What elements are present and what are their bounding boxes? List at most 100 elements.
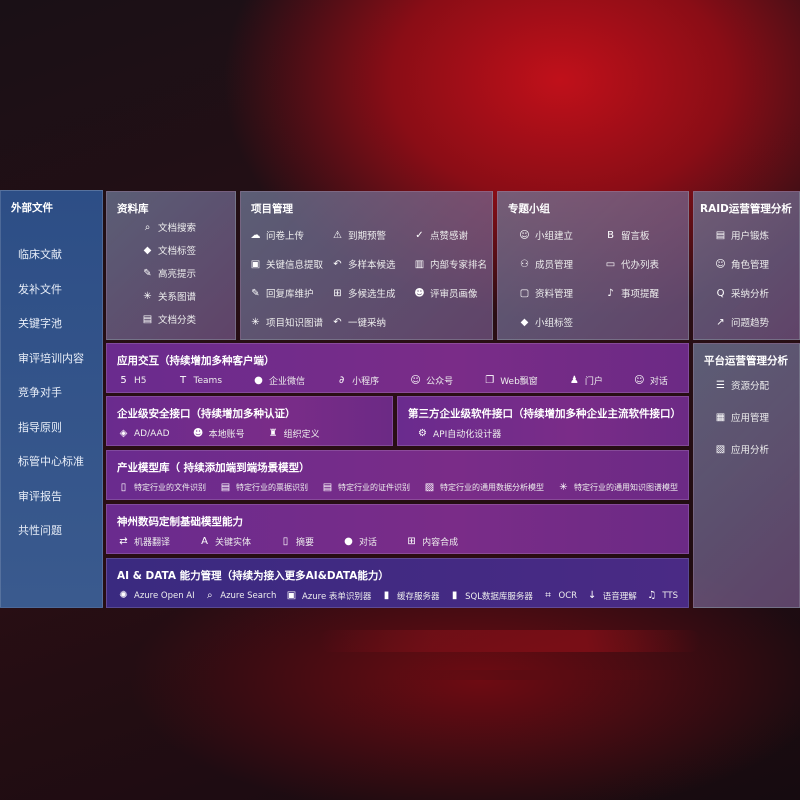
platform-panel: 平台运营管理分析 ☰ 资源分配 ▦ 应用管理 ▧ 应用分析: [693, 343, 800, 608]
item-小组标签[interactable]: ◆ 小组标签: [518, 315, 573, 330]
app-interaction-panel: 应用交互（持续增加多种客户端） 5 H5 T Teams ● 企业微信 ∂ 小程序 ☺ 公众号 ❐ We…: [106, 343, 689, 393]
item-文档标签[interactable]: ◆ 文档标签: [141, 243, 196, 258]
item-用户锻炼[interactable]: ▤ 用户锻炼: [714, 228, 769, 243]
item-AD/AAD[interactable]: ◈ AD/AAD: [117, 427, 170, 440]
external-file-item[interactable]: 竞争对手: [18, 386, 62, 399]
item-应用分析[interactable]: ▧ 应用分析: [714, 442, 769, 457]
item-label: 关系图谱: [158, 292, 197, 303]
doc-icon: ▯: [120, 482, 127, 493]
external-file-item[interactable]: 指导原则: [18, 420, 62, 434]
item-TTS[interactable]: ♫ TTS: [645, 589, 678, 602]
item-成员管理[interactable]: ⚇ 成员管理: [518, 257, 573, 272]
item-特定行业的通用知识图谱模型[interactable]: ✳ 特定行业的通用知识图谱模型: [557, 481, 678, 494]
item-文档分类[interactable]: ▤ 文档分类: [141, 312, 196, 327]
item-关系图谱[interactable]: ✳ 关系图谱: [141, 289, 197, 304]
item-特定行业的证件识别[interactable]: ▤ 特定行业的证件识别: [321, 481, 410, 494]
item-回复库维护[interactable]: ✎ 回复库维护: [249, 286, 313, 301]
item-采纳分析[interactable]: Q 采纳分析: [714, 286, 769, 301]
item-对话[interactable]: ☺ 对话: [633, 374, 668, 387]
item-问卷上传[interactable]: ☁ 问卷上传: [249, 228, 305, 243]
item-语音理解[interactable]: ↓ 语音理解: [586, 589, 637, 602]
item-资料管理[interactable]: ▢ 资料管理: [518, 286, 573, 301]
external-file-item[interactable]: 审评报告: [18, 489, 62, 503]
group-icon: ☺: [410, 375, 421, 386]
item-多候选生成[interactable]: ⊞ 多候选生成: [331, 286, 395, 301]
item-label: Teams: [193, 375, 223, 386]
external-file-item[interactable]: 共性问题: [18, 524, 62, 537]
data-analysis-icon: ▨: [424, 482, 435, 493]
search-icon: ⌕: [206, 590, 213, 601]
topic-group-panel: 专题小组 ☺ 小组建立 B 留言板 ⚇ 成员管理 ▭ 代办列表 ▢ 资料管理 ♪ 事项提醒 ◆ 小组标签: [497, 191, 689, 340]
item-label: 应用管理: [731, 413, 770, 424]
external-file-item[interactable]: 关键字池: [18, 317, 62, 330]
item-代办列表[interactable]: ▭ 代办列表: [604, 257, 659, 272]
item-Azure Open AI[interactable]: ✺ Azure Open AI: [117, 589, 194, 602]
item-内容合成[interactable]: ⊞ 内容合成: [405, 535, 458, 548]
item-SQL数据库服务器[interactable]: ▮ SQL数据库服务器: [448, 589, 533, 602]
item-label: 特定行业的文件识别: [134, 483, 206, 492]
item-label: 点赞感谢: [430, 231, 469, 242]
resource-library-panel: 资料库 ⌕ 文档搜索 ◆ 文档标签 ✎ 高亮提示 ✳ 关系图谱 ▤ 文档分类: [106, 191, 236, 340]
third-party-panel: 第三方企业级软件接口（持续增加多种企业主流软件接口） ⚙ API自动化设计器: [397, 396, 689, 446]
external-file-item[interactable]: 发补文件: [18, 282, 62, 296]
item-应用管理[interactable]: ▦ 应用管理: [714, 410, 770, 425]
item-缓存服务器[interactable]: ▮ 缓存服务器: [380, 589, 440, 602]
item-关键信息提取[interactable]: ▣ 关键信息提取: [249, 257, 323, 272]
item-特定行业的通用数据分析模型[interactable]: ▨ 特定行业的通用数据分析模型: [423, 481, 544, 494]
item-label: H5: [134, 375, 147, 386]
item-label: 语音理解: [602, 591, 637, 602]
item-评审员画像[interactable]: ☻ 评审员画像: [413, 286, 477, 301]
external-file-item[interactable]: 审评培训内容: [18, 351, 84, 365]
item-对话[interactable]: ● 对话: [342, 535, 377, 548]
item-摘要[interactable]: ▯ 摘要: [279, 535, 314, 548]
item-特定行业的票据识别[interactable]: ▤ 特定行业的票据识别: [219, 481, 308, 494]
wechat-icon: ●: [254, 375, 263, 386]
item-机器翻译[interactable]: ⇄ 机器翻译: [117, 535, 170, 548]
reply-icon: ↶: [333, 316, 342, 328]
voice-icon: ↓: [588, 590, 597, 601]
gear-icon: ⚙: [418, 428, 427, 439]
item-问题趋势[interactable]: ↗ 问题趋势: [714, 315, 769, 330]
item-点赞感谢[interactable]: ✓ 点赞感谢: [413, 228, 469, 243]
item-组织定义[interactable]: ♜ 组织定义: [267, 427, 320, 440]
item-label: 小程序: [352, 377, 380, 387]
item-label: SQL数据库服务器: [465, 591, 533, 602]
item-门户[interactable]: ♟ 门户: [568, 374, 603, 387]
item-内部专家排名[interactable]: ▥ 内部专家排名: [413, 257, 487, 272]
item-资源分配[interactable]: ☰ 资源分配: [714, 378, 769, 393]
reply-icon: ↶: [333, 258, 342, 270]
member-add-icon: ⚇: [520, 258, 529, 270]
external-file-item[interactable]: 标管中心标准: [18, 455, 84, 468]
item-公众号[interactable]: ☺ 公众号: [409, 374, 453, 387]
item-文档搜索[interactable]: ⌕ 文档搜索: [141, 220, 196, 235]
chart-icon: ▧: [715, 443, 726, 455]
item-小组建立[interactable]: ☺ 小组建立: [518, 228, 573, 243]
external-file-item[interactable]: 临床文献: [18, 248, 62, 261]
item-特定行业的文件识别[interactable]: ▯ 特定行业的文件识别: [117, 481, 206, 494]
panel-title: 资料库: [117, 203, 149, 215]
item-Azure Search[interactable]: ⌕ Azure Search: [203, 589, 276, 602]
item-企业微信[interactable]: ● 企业微信: [252, 374, 305, 387]
bell-icon: ♪: [607, 287, 614, 299]
item-label: Web飘窗: [500, 377, 538, 387]
item-小程序[interactable]: ∂ 小程序: [335, 374, 379, 387]
item-高亮提示[interactable]: ✎ 高亮提示: [141, 266, 196, 281]
item-关键实体[interactable]: A 关键实体: [198, 535, 251, 548]
item-一键采纳[interactable]: ↶ 一键采纳: [331, 315, 386, 330]
item-到期预警[interactable]: ⚠ 到期预警: [331, 228, 386, 243]
decor-slab: [320, 630, 700, 652]
item-角色管理[interactable]: ☺ 角色管理: [714, 257, 769, 272]
item-OCR[interactable]: ⌗ OCR: [542, 589, 577, 602]
item-API自动化设计器[interactable]: ⚙ API自动化设计器: [416, 427, 501, 440]
id-card-icon: ▤: [715, 229, 726, 241]
item-事项提醒[interactable]: ♪ 事项提醒: [604, 286, 659, 301]
item-H5[interactable]: 5 H5: [117, 374, 147, 387]
item-留言板[interactable]: B 留言板: [604, 228, 649, 243]
base-model-panel: 神州数码定制基础模型能力 ⇄ 机器翻译 A 关键实体 ▯ 摘要 ● 对话 ⊞ 内容合成: [106, 504, 689, 554]
item-项目知识图谱[interactable]: ✳ 项目知识图谱: [249, 315, 323, 330]
item-多样本候选[interactable]: ↶ 多样本候选: [331, 257, 395, 272]
item-Teams[interactable]: T Teams: [177, 374, 222, 387]
item-Azure 表单识别器[interactable]: ▣ Azure 表单识别器: [285, 589, 372, 602]
item-本地账号[interactable]: ☻ 本地账号: [192, 427, 245, 440]
item-Web飘窗[interactable]: ❐ Web飘窗: [483, 374, 538, 387]
